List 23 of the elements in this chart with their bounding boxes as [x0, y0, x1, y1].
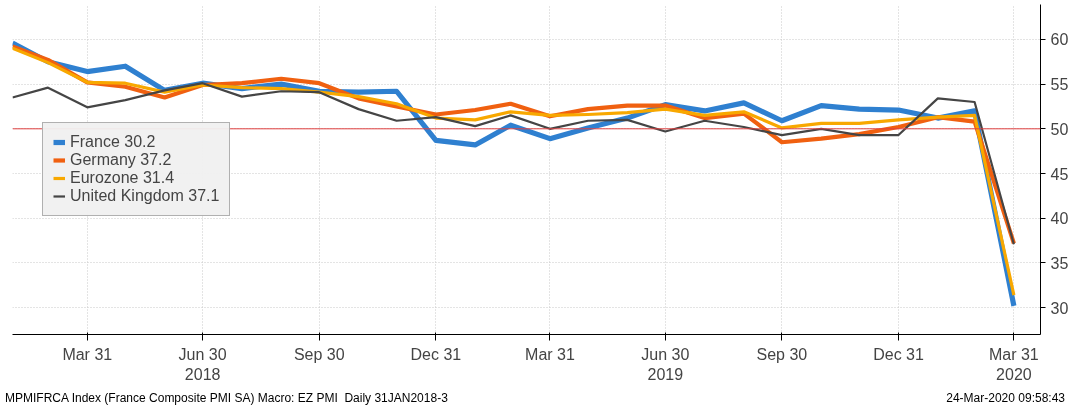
x-tick-label: Dec 31: [873, 345, 924, 363]
x-tick-label: Jun 30 2019: [641, 345, 690, 383]
legend-label: Germany 37.2: [70, 151, 172, 169]
legend-label: United Kingdom 37.1: [70, 187, 220, 205]
x-tick-label: Dec 31: [410, 345, 462, 363]
text: MPMIFRCA Index (France Composite PMI SA) Macro: EZ PMI Daily 31JAN2018-3: [5, 390, 448, 407]
x-tick-label: Sep 30: [293, 345, 345, 363]
x-tick-label: Mar 31: [62, 345, 113, 363]
y-tick-label: 45: [1050, 165, 1069, 183]
y-tick-label: 60: [1050, 31, 1069, 49]
x-tick-label: Mar 31 2020: [988, 345, 1039, 383]
x-tick-label: Mar 31: [525, 345, 575, 363]
legend-label: France 30.2: [70, 133, 156, 151]
y-tick-label: 40: [1050, 210, 1069, 228]
y-tick-label: 55: [1050, 76, 1069, 94]
legend-label: Eurozone 31.4: [70, 169, 175, 187]
y-tick-label: 30: [1050, 299, 1069, 317]
x-tick-label: Sep 30: [756, 345, 808, 363]
x-tick-label: Jun 30 2018: [178, 345, 227, 383]
text: 24-Mar-2020 09:58:43: [946, 390, 1065, 407]
line-series: [12, 82, 1015, 246]
y-tick-label: 35: [1050, 254, 1069, 272]
y-tick-label: 50: [1050, 120, 1069, 138]
